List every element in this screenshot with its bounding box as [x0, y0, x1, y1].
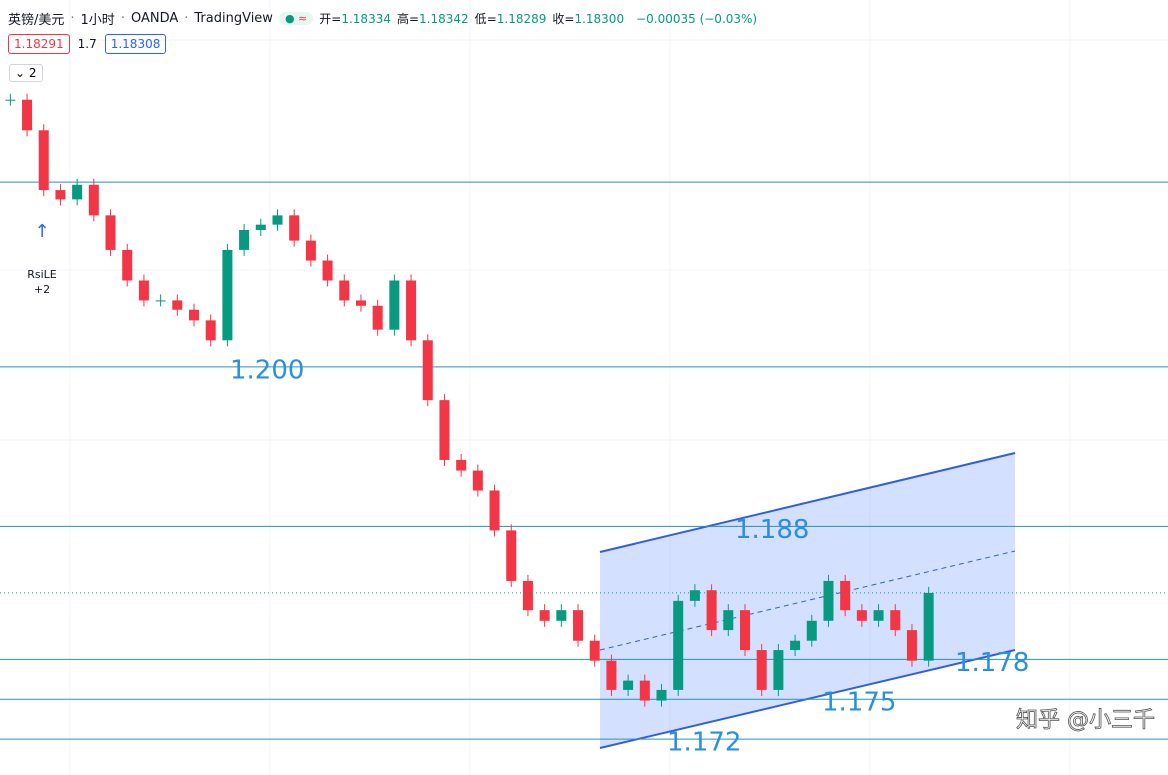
candle: [639, 680, 650, 701]
signal-arrow: ↑: [34, 221, 49, 242]
ohlc-value: 1.18342: [419, 12, 469, 26]
candle: [355, 300, 366, 306]
channel-fill: [600, 453, 1015, 748]
candle: [155, 300, 166, 302]
platform: TradingView: [194, 11, 273, 26]
signal-count: +2: [34, 283, 50, 296]
candle: [906, 630, 917, 661]
candles: [0, 93, 1168, 707]
watermark: 知乎 @小三千: [1016, 708, 1155, 733]
bid[interactable]: 1.18291: [8, 34, 70, 54]
candle: [539, 610, 550, 621]
candle: [773, 650, 784, 690]
ohlc-label: 开: [319, 12, 332, 26]
candle: [172, 300, 183, 310]
ohlc-value: 1.18300: [574, 12, 625, 26]
ohlc-label: 高: [396, 12, 409, 26]
candle: [790, 640, 801, 651]
candle: [522, 580, 533, 611]
ohlc-item: 收=1.18300: [552, 12, 625, 26]
signal-name: RsiLE: [27, 268, 57, 281]
ohlc-value: 1.18334: [341, 12, 391, 26]
status[interactable]: ● ≈: [278, 12, 314, 25]
ask[interactable]: 1.18308: [104, 34, 167, 54]
candle: [22, 99, 33, 131]
candle: [205, 320, 216, 341]
level-label: 1.175: [822, 688, 896, 718]
candle: [439, 400, 450, 460]
candle: [406, 280, 417, 341]
candle: [422, 340, 433, 401]
ohlc-value: 1.18289: [496, 12, 547, 26]
candle: [322, 260, 333, 281]
candle: [289, 215, 300, 241]
candle: [239, 229, 250, 250]
spread: 1.7: [77, 37, 97, 51]
candle: [38, 130, 49, 191]
candle: [840, 580, 851, 611]
candle: [656, 689, 667, 701]
candle: [456, 459, 467, 471]
indicator-toggle[interactable]: ⌄ 2: [9, 64, 43, 82]
candle: [606, 660, 617, 690]
channel-top: [599, 452, 1016, 553]
candle: [255, 224, 266, 230]
candle: [105, 215, 116, 250]
candle: [72, 184, 83, 200]
candle: [589, 640, 600, 661]
candle: [305, 240, 316, 261]
candle: [489, 490, 500, 531]
candle: [189, 309, 200, 321]
candle: [5, 99, 16, 101]
candle: [556, 610, 567, 621]
candle: [122, 249, 133, 281]
level-label: 1.172: [667, 728, 741, 758]
ohlc-label: 收: [552, 12, 565, 26]
ohlc-item: 低=1.18289: [474, 12, 547, 26]
quote: 1.18291 1.7 1.18308: [8, 34, 167, 54]
header: 英镑/美元 · 1小时 · OANDA · TradingView ● ≈ 开=1.1…: [8, 10, 758, 28]
symbol: 英镑/美元: [8, 13, 65, 28]
candle: [923, 592, 934, 661]
levels: 1.200 1.188 1.178 1.175 1.172: [0, 181, 1168, 758]
interval: 1小时: [80, 13, 115, 28]
ohlc: 开=1.18334 高=1.18342 低=1.18289 收=1.18300: [319, 10, 630, 27]
candle: [689, 590, 700, 601]
broker: OANDA: [130, 11, 179, 26]
ohlc-item: 高=1.18342: [396, 12, 469, 26]
ohlc-label: 低: [474, 12, 487, 26]
channel-mid: [599, 550, 1016, 651]
candle: [472, 470, 483, 491]
candle: [823, 580, 834, 621]
candle: [88, 184, 99, 216]
level-label: 1.178: [955, 648, 1029, 678]
candle: [873, 610, 884, 621]
candle: [389, 280, 400, 330]
candle: [856, 610, 867, 621]
candle: [739, 610, 750, 651]
candle: [673, 600, 684, 690]
change: −0.00035 (−0.03%): [636, 11, 758, 26]
ohlc-item: 开=1.18334: [319, 12, 391, 26]
candle: [756, 650, 767, 690]
level-label: 1.188: [735, 515, 809, 545]
indicator-count: 2: [28, 66, 37, 80]
candle: [55, 190, 66, 200]
candle: [138, 280, 149, 301]
candle: [222, 249, 233, 341]
candle: [623, 680, 634, 690]
candle: [890, 610, 901, 631]
candle: [806, 620, 817, 641]
candle: [372, 305, 383, 330]
candle: [723, 610, 734, 631]
candle: [506, 530, 517, 581]
candle: [272, 215, 283, 225]
level-label: 1.200: [230, 355, 304, 385]
candle: [573, 610, 584, 641]
candle: [706, 590, 717, 631]
candle: [339, 280, 350, 301]
